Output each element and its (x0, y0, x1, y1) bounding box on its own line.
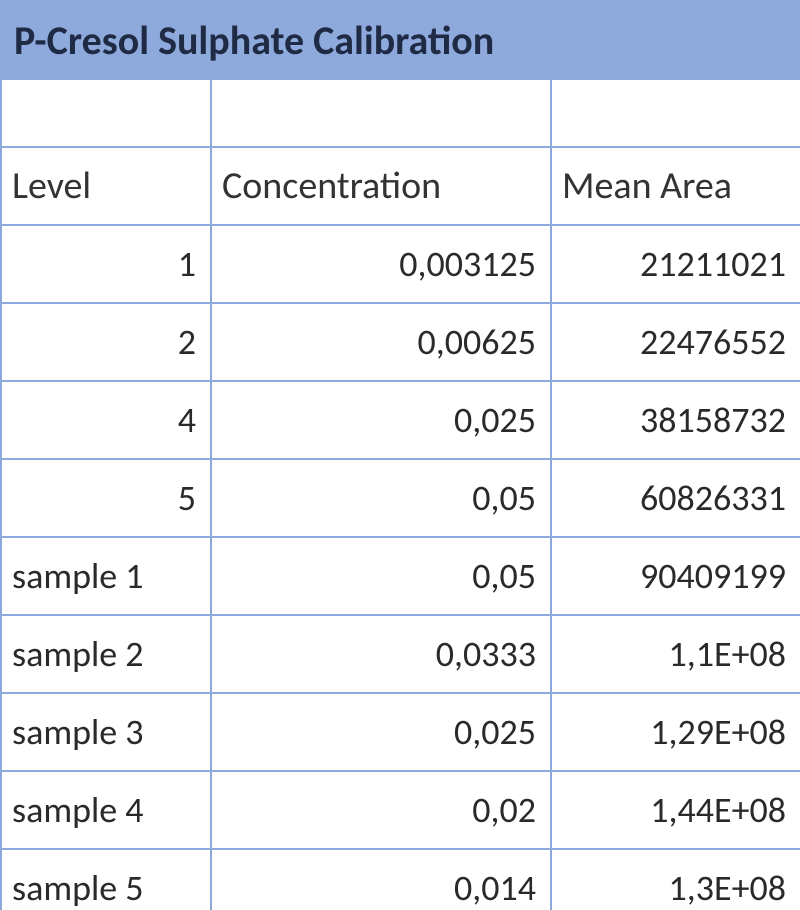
cell-concentration[interactable]: 0,00625 (211, 303, 551, 381)
cell-concentration[interactable]: 0,014 (211, 849, 551, 910)
empty-row[interactable] (1, 79, 800, 147)
cell-level[interactable]: 4 (1, 381, 211, 459)
cell-mean-area[interactable]: 38158732 (551, 381, 800, 459)
cell-mean-area[interactable]: 90409199 (551, 537, 800, 615)
cell-level[interactable]: 1 (1, 225, 211, 303)
cell-level[interactable]: sample 4 (1, 771, 211, 849)
cell-concentration[interactable]: 0,025 (211, 381, 551, 459)
title-row[interactable]: P-Cresol Sulphate Calibration (1, 1, 800, 79)
empty-cell[interactable] (1, 79, 211, 147)
table-row[interactable]: 20,0062522476552 (1, 303, 800, 381)
table-row[interactable]: sample 20,03331,1E+08 (1, 615, 800, 693)
cell-level[interactable]: 2 (1, 303, 211, 381)
table-row[interactable]: sample 40,021,44E+08 (1, 771, 800, 849)
table-row[interactable]: sample 10,0590409199 (1, 537, 800, 615)
cell-concentration[interactable]: 0,0333 (211, 615, 551, 693)
spreadsheet-table: P-Cresol Sulphate Calibration Level Conc… (0, 0, 800, 910)
cell-mean-area[interactable]: 1,3E+08 (551, 849, 800, 910)
cell-level[interactable]: sample 3 (1, 693, 211, 771)
cell-level[interactable]: sample 5 (1, 849, 211, 910)
calibration-table[interactable]: P-Cresol Sulphate Calibration Level Conc… (0, 0, 800, 910)
cell-level[interactable]: sample 1 (1, 537, 211, 615)
cell-mean-area[interactable]: 21211021 (551, 225, 800, 303)
cell-level[interactable]: 5 (1, 459, 211, 537)
cell-mean-area[interactable]: 1,1E+08 (551, 615, 800, 693)
header-row[interactable]: Level Concentration Mean Area (1, 147, 800, 225)
table-row[interactable]: 50,0560826331 (1, 459, 800, 537)
cell-concentration[interactable]: 0,02 (211, 771, 551, 849)
table-row[interactable]: sample 30,0251,29E+08 (1, 693, 800, 771)
cell-concentration[interactable]: 0,003125 (211, 225, 551, 303)
table-row[interactable]: 10,00312521211021 (1, 225, 800, 303)
cell-mean-area[interactable]: 1,29E+08 (551, 693, 800, 771)
empty-cell[interactable] (211, 79, 551, 147)
empty-cell[interactable] (551, 79, 800, 147)
header-mean-area[interactable]: Mean Area (551, 147, 800, 225)
header-level[interactable]: Level (1, 147, 211, 225)
cell-mean-area[interactable]: 22476552 (551, 303, 800, 381)
cell-concentration[interactable]: 0,025 (211, 693, 551, 771)
cell-concentration[interactable]: 0,05 (211, 537, 551, 615)
cell-mean-area[interactable]: 1,44E+08 (551, 771, 800, 849)
table-row[interactable]: 40,02538158732 (1, 381, 800, 459)
table-row[interactable]: sample 50,0141,3E+08 (1, 849, 800, 910)
cell-mean-area[interactable]: 60826331 (551, 459, 800, 537)
header-concentration[interactable]: Concentration (211, 147, 551, 225)
cell-level[interactable]: sample 2 (1, 615, 211, 693)
cell-concentration[interactable]: 0,05 (211, 459, 551, 537)
title-tail-cell[interactable] (551, 1, 800, 79)
table-title[interactable]: P-Cresol Sulphate Calibration (1, 1, 551, 79)
